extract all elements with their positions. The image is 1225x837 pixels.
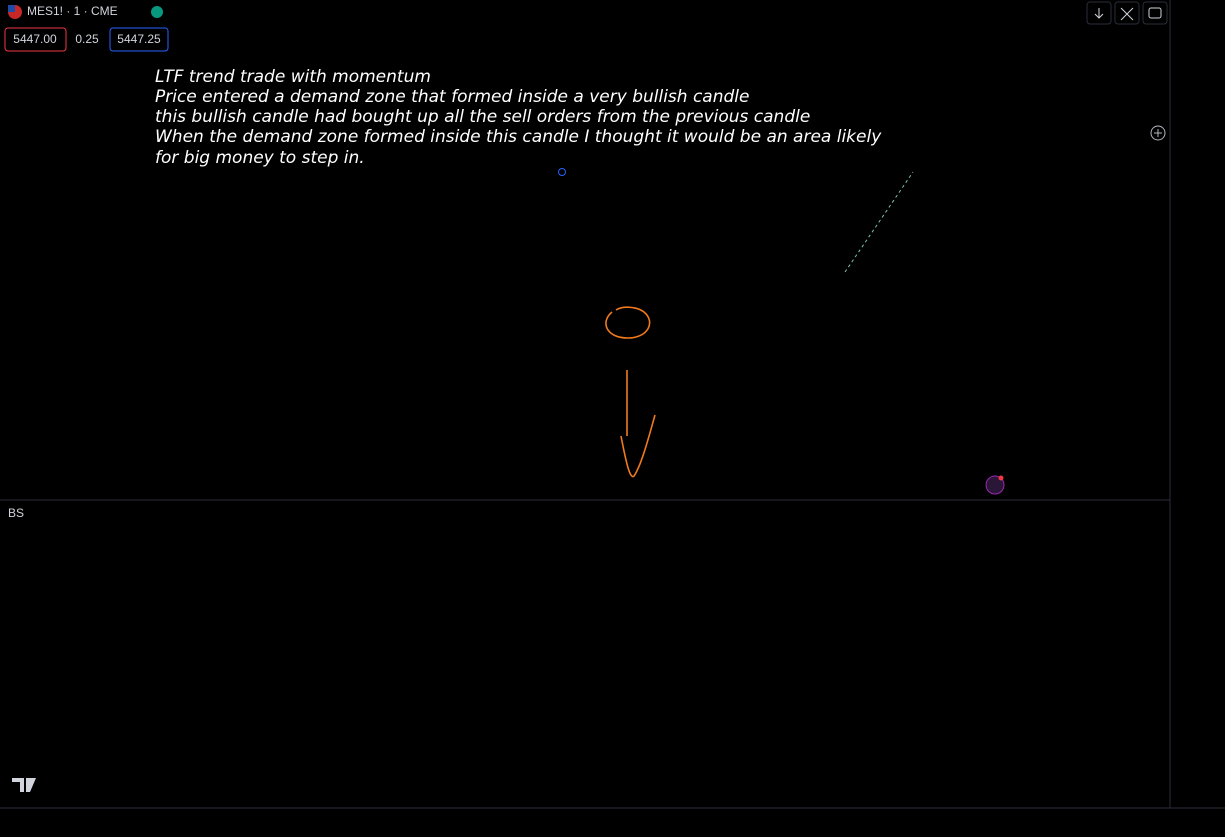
arrow-annotation <box>620 370 656 478</box>
spread: 0.25 <box>75 32 99 46</box>
bid-price: 5447.00 <box>13 32 57 46</box>
symbol: MES1! · 1 · CME <box>27 4 118 18</box>
fullscreen-icon <box>1120 7 1134 21</box>
note-line: for big money to step in. <box>155 148 365 168</box>
alert-dot <box>998 475 1004 481</box>
alert-icon[interactable] <box>985 475 1005 495</box>
position-line <box>844 171 914 273</box>
sell-button[interactable] <box>4 27 67 52</box>
buy-button[interactable] <box>109 27 169 52</box>
market-status <box>151 6 163 18</box>
screenshot-icon <box>1148 7 1162 19</box>
plus-button[interactable] <box>1150 125 1166 141</box>
circle-annotation <box>605 306 651 339</box>
fullscreen-button[interactable] <box>1114 1 1140 25</box>
plus-icon <box>1154 129 1162 137</box>
ask-price: 5447.25 <box>117 32 161 46</box>
logo <box>12 778 36 792</box>
anchor-dot <box>558 168 566 176</box>
download-icon <box>1094 8 1104 19</box>
indicator-title: BS <box>8 506 24 520</box>
flag-canton <box>8 5 15 12</box>
price-axis-bg <box>1170 0 1225 808</box>
note-line: Price entered a demand zone that formed … <box>155 87 749 107</box>
note-line: LTF trend trade with momentum <box>155 67 431 87</box>
note-line: this bullish candle had bought up all th… <box>155 107 810 127</box>
note-line: When the demand zone formed inside this … <box>155 127 882 147</box>
screenshot-button[interactable] <box>1142 1 1168 25</box>
